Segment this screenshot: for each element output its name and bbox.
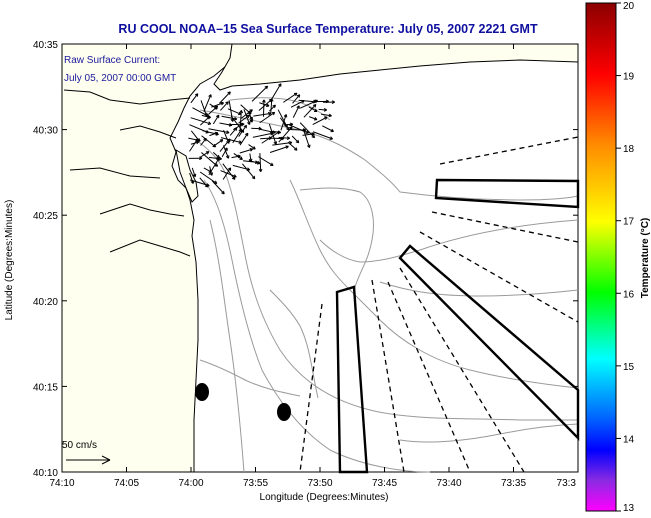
- coastline-detail: [63, 89, 191, 257]
- x-tick-label: 73:35: [501, 478, 526, 489]
- radar-coverage-lines: [299, 136, 579, 473]
- scale-arrow: [66, 455, 111, 465]
- colorbar-gradient: [585, 2, 617, 512]
- bathymetry-contours: [195, 97, 579, 473]
- colorbar-tick-label: 17: [623, 217, 635, 228]
- colorbar-tick-label: 16: [623, 289, 635, 300]
- colorbar-tick-label: 20: [623, 1, 635, 12]
- colorbar-label: Temperature (°C): [640, 218, 651, 299]
- colorbar-tick-label: 14: [623, 434, 635, 445]
- colorbar-tick-label: 13: [623, 503, 635, 514]
- y-tick-label: 40:10: [33, 468, 58, 479]
- y-axis-label: Latitude (Degrees:Minutes): [4, 200, 15, 321]
- x-tick-label: 73:45: [372, 478, 397, 489]
- scale-arrow-label: 50 cm/s: [62, 440, 97, 451]
- y-axis: 40:35 40:30 40:25 40:20 40:15 40:10: [33, 40, 578, 479]
- x-axis-label: Longitude (Degrees:Minutes): [260, 492, 389, 503]
- x-tick-label: 73:40: [436, 478, 461, 489]
- colorbar-tick-label: 15: [623, 362, 635, 373]
- y-tick-label: 40:30: [33, 126, 58, 137]
- current-label-line1: Raw Surface Current:: [64, 55, 160, 66]
- x-tick-label: 73:55: [243, 478, 268, 489]
- buoy-marker: [277, 403, 291, 421]
- x-axis: 74:10 74:05 74:00 73:55 73:50 73:45 73:40 73:35…: [49, 44, 579, 489]
- current-vectors: [188, 83, 335, 195]
- x-tick-label: 73:3: [557, 478, 577, 489]
- x-tick-label: 74:05: [114, 478, 139, 489]
- figure-title: RU COOL NOAA–15 Sea Surface Temperature:…: [118, 22, 538, 36]
- y-tick-label: 40:15: [33, 382, 58, 393]
- colorbar-tick-label: 18: [623, 144, 635, 155]
- x-tick-label: 74:00: [178, 478, 203, 489]
- y-tick-label: 40:20: [33, 297, 58, 308]
- map-panel: Raw Surface Current: July 05, 2007 00:00…: [61, 43, 580, 474]
- land-new-jersey: [61, 43, 241, 473]
- colorbar: 20 19 18 17 16 15 14 13 Temperature (°C): [585, 1, 651, 514]
- colorbar-tick-label: 19: [623, 72, 635, 83]
- sandy-hook: [175, 149, 199, 203]
- land-long-island: [213, 43, 579, 91]
- x-tick-label: 74:10: [49, 478, 74, 489]
- y-tick-label: 40:35: [33, 40, 58, 51]
- radar-boxes: [335, 178, 580, 474]
- buoy-marker: [195, 383, 209, 401]
- y-tick-label: 40:25: [33, 211, 58, 222]
- current-label-line2: July 05, 2007 00:00 GMT: [64, 73, 176, 84]
- x-tick-label: 73:50: [307, 478, 332, 489]
